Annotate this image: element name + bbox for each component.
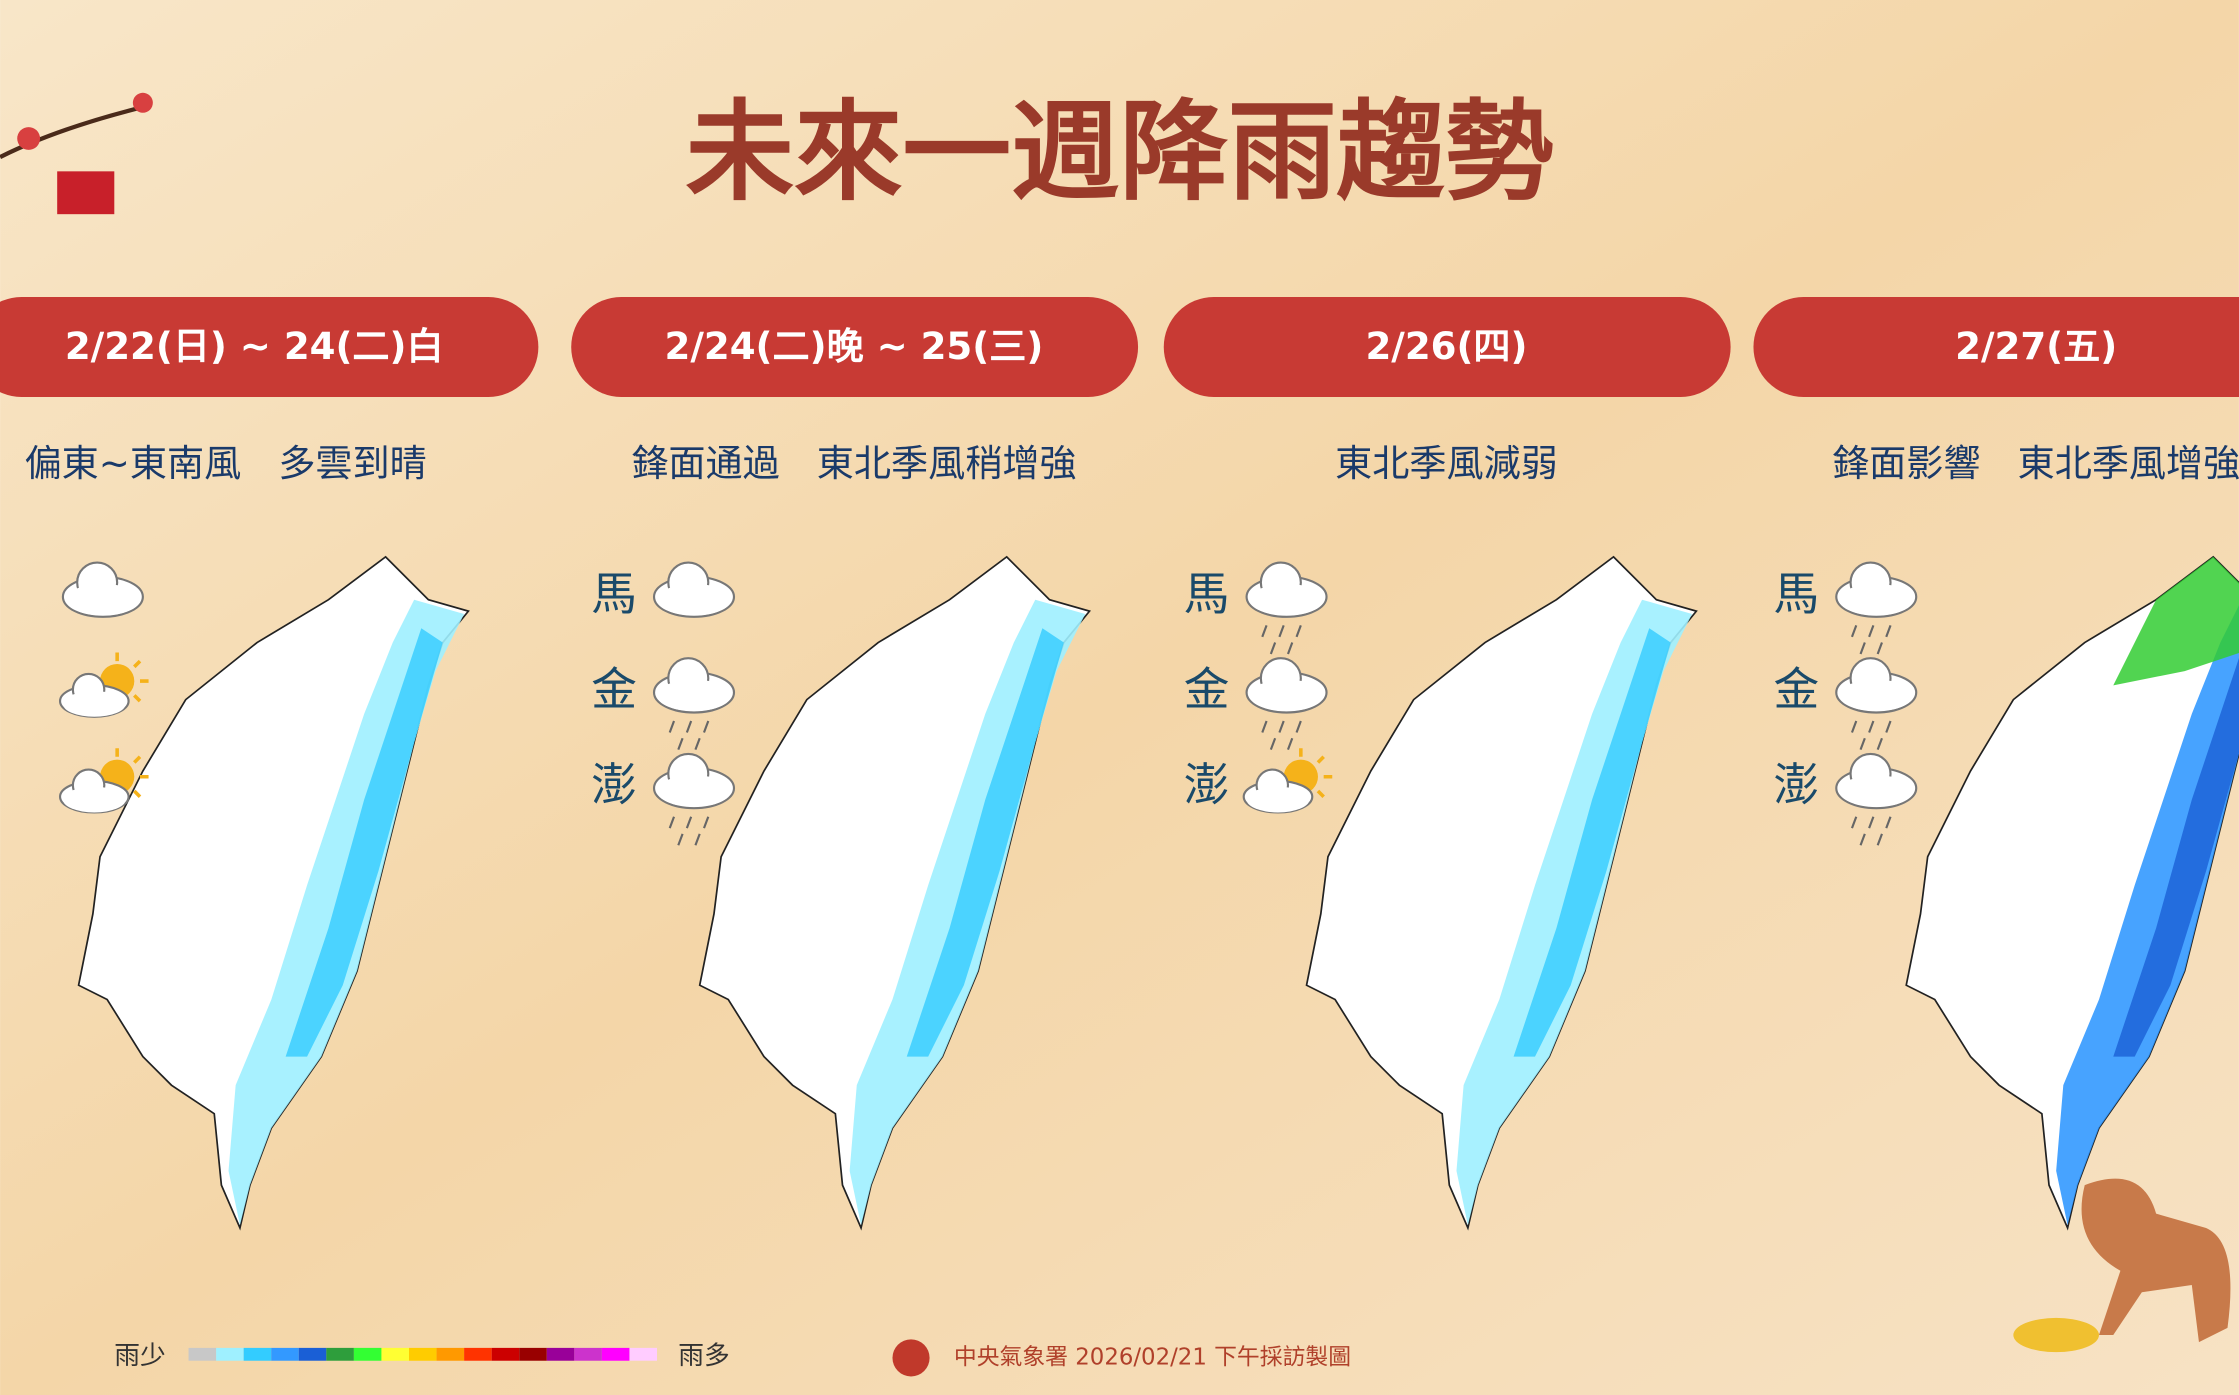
legend-swatch bbox=[216, 1347, 244, 1361]
title: 未來一週降雨趨勢 bbox=[686, 89, 1554, 216]
rain-core bbox=[2113, 658, 2239, 1057]
legend-low: 雨少 bbox=[114, 1341, 165, 1371]
date-banner bbox=[571, 296, 1139, 397]
legend-swatch bbox=[271, 1347, 299, 1361]
legend-swatch bbox=[298, 1347, 327, 1361]
legend-swatch bbox=[464, 1347, 492, 1361]
legend-swatch bbox=[326, 1347, 354, 1361]
island-label: 金 bbox=[1184, 663, 1230, 716]
description: 鋒面通過 東北季風稍增強 bbox=[631, 442, 1076, 485]
legend: 雨少 雨多 bbox=[114, 1341, 729, 1371]
island-label: 金 bbox=[1773, 663, 1819, 716]
legend-swatch bbox=[436, 1347, 465, 1361]
island-label: 金 bbox=[591, 663, 637, 716]
map bbox=[1305, 556, 1698, 1229]
island-label: 澎 bbox=[1184, 759, 1230, 812]
island-label: 馬 bbox=[591, 567, 637, 620]
legend-swatch bbox=[574, 1347, 602, 1361]
description: 鋒面影響 東北季風增強 bbox=[1832, 442, 2239, 485]
island-label: 澎 bbox=[1773, 759, 1819, 812]
panel: 2/22(日) ~ 24(二)白偏東~東南風 多雲到晴 bbox=[0, 297, 539, 1229]
description: 東北季風減弱 bbox=[1335, 442, 1558, 485]
date-banner bbox=[1753, 297, 2239, 397]
footer: 中央氣象署 2026/02/21 下午採訪製圖 bbox=[954, 1344, 1351, 1370]
logo bbox=[892, 1339, 930, 1377]
legend-swatch bbox=[546, 1347, 575, 1361]
date-banner bbox=[0, 297, 539, 397]
map bbox=[1905, 556, 2239, 1229]
legend-swatch bbox=[409, 1347, 437, 1361]
date: 2/24(二)晚 ~ 25(三) bbox=[665, 325, 1044, 368]
legend-swatch bbox=[243, 1347, 272, 1361]
date: 2/22(日) ~ 24(二)白 bbox=[65, 325, 444, 368]
island-label: 馬 bbox=[1184, 567, 1230, 620]
branch bbox=[0, 92, 153, 215]
date: 2/27(五) bbox=[1955, 325, 2117, 368]
date: 2/26(四) bbox=[1365, 325, 1527, 368]
date-banner bbox=[1163, 296, 1731, 397]
legend-swatch bbox=[629, 1347, 658, 1361]
island-label: 澎 bbox=[591, 759, 637, 812]
legend-swatch bbox=[601, 1347, 630, 1361]
legend-high: 雨多 bbox=[678, 1341, 729, 1371]
rain-core bbox=[906, 628, 1064, 1057]
rain-north bbox=[2113, 556, 2239, 686]
legend-swatch bbox=[353, 1347, 382, 1361]
legend-swatch bbox=[188, 1347, 217, 1361]
horse bbox=[2013, 1178, 2231, 1353]
rain-core bbox=[285, 628, 443, 1057]
map bbox=[698, 556, 1091, 1229]
legend-swatch bbox=[381, 1347, 410, 1361]
island-label: 馬 bbox=[1773, 567, 1819, 620]
legend-swatch bbox=[491, 1347, 520, 1361]
description: 偏東~東南風 多雲到晴 bbox=[25, 442, 427, 485]
rain-core bbox=[1513, 628, 1671, 1057]
map bbox=[77, 556, 470, 1229]
legend-swatch bbox=[519, 1347, 547, 1361]
